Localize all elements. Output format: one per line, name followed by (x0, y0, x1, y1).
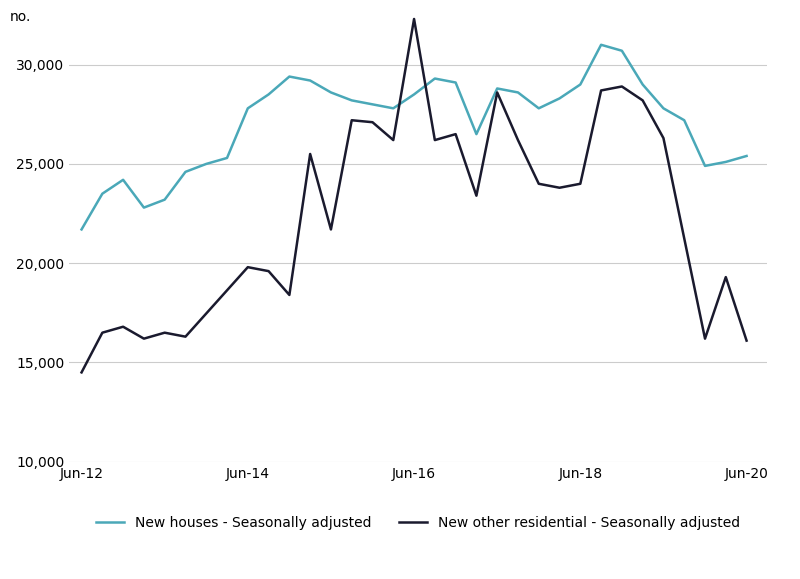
New other residential - Seasonally adjusted (451, 131, 461, 138)
New other residential - Seasonally adjusted (534, 180, 543, 187)
New other residential - Seasonally adjusted (472, 192, 482, 199)
New houses - Seasonally adjusted (326, 89, 336, 96)
New houses - Seasonally adjusted (160, 196, 170, 203)
New other residential - Seasonally adjusted (596, 87, 606, 94)
New other residential - Seasonally adjusted (306, 151, 315, 157)
New houses - Seasonally adjusted (534, 105, 543, 112)
New houses - Seasonally adjusted (430, 75, 440, 82)
New other residential - Seasonally adjusted (347, 117, 357, 124)
Y-axis label: no.: no. (10, 10, 31, 24)
New other residential - Seasonally adjusted (181, 333, 190, 340)
Legend: New houses - Seasonally adjusted, New other residential - Seasonally adjusted: New houses - Seasonally adjusted, New ot… (90, 510, 746, 535)
New houses - Seasonally adjusted (742, 152, 751, 159)
New houses - Seasonally adjusted (243, 105, 253, 112)
New other residential - Seasonally adjusted (430, 137, 440, 144)
New other residential - Seasonally adjusted (326, 226, 336, 233)
New houses - Seasonally adjusted (306, 77, 315, 84)
New houses - Seasonally adjusted (638, 81, 647, 88)
New other residential - Seasonally adjusted (160, 329, 170, 336)
New other residential - Seasonally adjusted (554, 184, 564, 191)
New houses - Seasonally adjusted (139, 204, 149, 211)
New other residential - Seasonally adjusted (139, 335, 149, 342)
New houses - Seasonally adjusted (700, 163, 710, 170)
New houses - Seasonally adjusted (472, 131, 482, 138)
New other residential - Seasonally adjusted (264, 267, 274, 274)
New houses - Seasonally adjusted (368, 101, 378, 108)
New other residential - Seasonally adjusted (410, 16, 419, 23)
New houses - Seasonally adjusted (513, 89, 522, 96)
New houses - Seasonally adjusted (222, 155, 232, 162)
New houses - Seasonally adjusted (181, 168, 190, 175)
New other residential - Seasonally adjusted (492, 89, 502, 96)
New other residential - Seasonally adjusted (118, 323, 128, 330)
New other residential - Seasonally adjusted (617, 83, 626, 90)
New houses - Seasonally adjusted (575, 81, 585, 88)
New other residential - Seasonally adjusted (389, 137, 398, 144)
New other residential - Seasonally adjusted (700, 335, 710, 342)
New houses - Seasonally adjusted (118, 177, 128, 184)
New other residential - Seasonally adjusted (368, 119, 378, 126)
New houses - Seasonally adjusted (77, 226, 86, 233)
Line: New other residential - Seasonally adjusted: New other residential - Seasonally adjus… (82, 19, 746, 372)
New houses - Seasonally adjusted (98, 190, 107, 197)
New other residential - Seasonally adjusted (575, 180, 585, 187)
New houses - Seasonally adjusted (596, 41, 606, 48)
New houses - Seasonally adjusted (410, 91, 419, 98)
New houses - Seasonally adjusted (617, 47, 626, 54)
New houses - Seasonally adjusted (492, 85, 502, 92)
New houses - Seasonally adjusted (554, 95, 564, 102)
New houses - Seasonally adjusted (264, 91, 274, 98)
New other residential - Seasonally adjusted (658, 135, 668, 142)
New houses - Seasonally adjusted (721, 159, 730, 166)
New other residential - Seasonally adjusted (638, 97, 647, 104)
New other residential - Seasonally adjusted (98, 329, 107, 336)
New houses - Seasonally adjusted (285, 73, 294, 80)
New houses - Seasonally adjusted (347, 97, 357, 104)
New houses - Seasonally adjusted (451, 79, 461, 86)
New houses - Seasonally adjusted (389, 105, 398, 112)
New other residential - Seasonally adjusted (285, 291, 294, 298)
New other residential - Seasonally adjusted (742, 337, 751, 344)
New other residential - Seasonally adjusted (513, 137, 522, 144)
Line: New houses - Seasonally adjusted: New houses - Seasonally adjusted (82, 45, 746, 229)
New houses - Seasonally adjusted (679, 117, 689, 124)
New other residential - Seasonally adjusted (721, 274, 730, 281)
New houses - Seasonally adjusted (658, 105, 668, 112)
New other residential - Seasonally adjusted (77, 369, 86, 376)
New houses - Seasonally adjusted (202, 160, 211, 167)
New other residential - Seasonally adjusted (243, 263, 253, 270)
